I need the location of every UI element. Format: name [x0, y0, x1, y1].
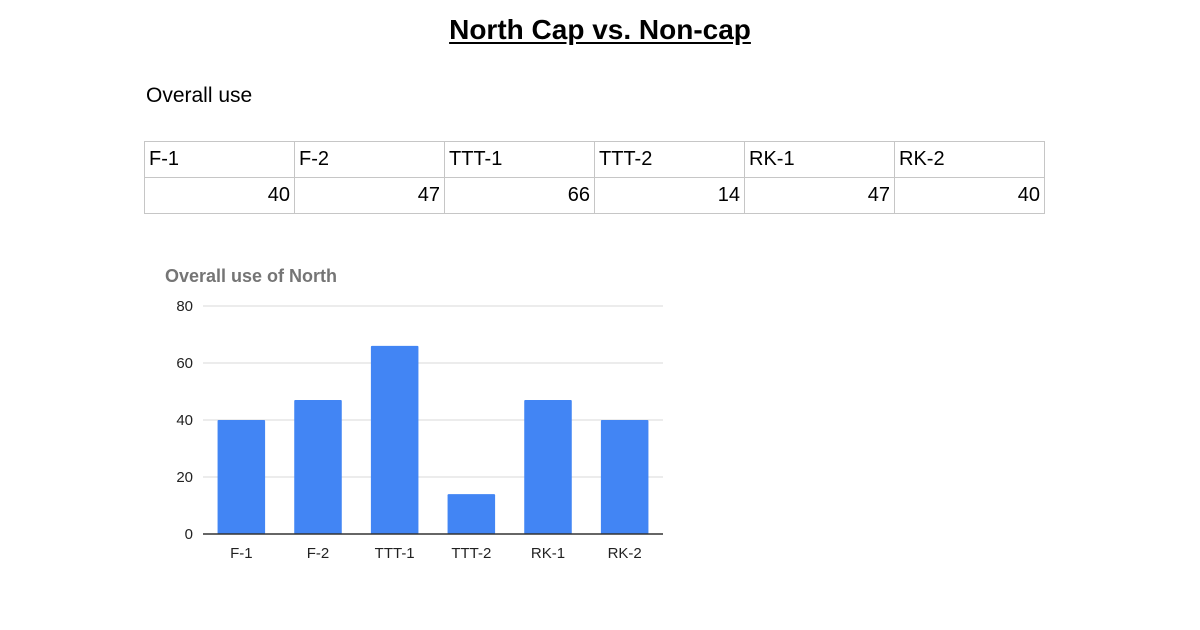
- bar-f-2[interactable]: [294, 400, 342, 534]
- x-tick-label: TTT-1: [375, 545, 415, 562]
- bar-ttt-1[interactable]: [370, 345, 419, 534]
- table-cell[interactable]: 47: [744, 177, 895, 214]
- bar-ttt-2[interactable]: [447, 494, 496, 534]
- bar-rk-1[interactable]: [524, 400, 572, 534]
- table-cell[interactable]: 14: [594, 177, 745, 214]
- y-tick-label: 80: [176, 298, 193, 315]
- y-tick-label: 0: [185, 526, 193, 543]
- chart-title: Overall use of North: [165, 266, 337, 286]
- table-header-cell[interactable]: F-1: [144, 141, 295, 178]
- table-cell[interactable]: 47: [294, 177, 445, 214]
- table-header-cell[interactable]: RK-1: [744, 141, 895, 178]
- table-header-cell[interactable]: F-2: [294, 141, 445, 178]
- table-cell[interactable]: 40: [144, 177, 295, 214]
- x-tick-label: RK-2: [608, 545, 642, 562]
- x-tick-label: TTT-2: [451, 545, 491, 562]
- table-cell[interactable]: 40: [894, 177, 1045, 214]
- data-table: F-1 F-2 TTT-1 TTT-2 RK-1 RK-2 40 47 66 1…: [144, 141, 1045, 214]
- table-header-cell[interactable]: TTT-1: [444, 141, 595, 178]
- table-header-cell[interactable]: TTT-2: [594, 141, 745, 178]
- document-title: North Cap vs. Non-cap: [449, 14, 751, 45]
- chart-svg: Overall use of North 0 20 40 60 80 F-1 F-2 TTT-1…: [165, 266, 663, 562]
- x-tick-label: RK-1: [531, 545, 565, 562]
- bar-f-1[interactable]: [217, 420, 266, 534]
- y-tick-label: 40: [176, 412, 193, 429]
- x-tick-label: F-2: [307, 545, 330, 562]
- table-cell[interactable]: 66: [444, 177, 595, 214]
- y-tick-label: 60: [176, 355, 193, 372]
- bar-chart[interactable]: Overall use of North 0 20 40 60 80 F-1 F-2 TTT-1…: [150, 258, 680, 578]
- table-header-cell[interactable]: RK-2: [894, 141, 1045, 178]
- table-row: 40 47 66 14 47 40: [144, 177, 1045, 214]
- bar-rk-2[interactable]: [600, 420, 649, 534]
- table-header-row: F-1 F-2 TTT-1 TTT-2 RK-1 RK-2: [144, 141, 1045, 178]
- section-heading: Overall use: [146, 84, 253, 107]
- y-tick-label: 20: [176, 469, 193, 486]
- x-tick-label: F-1: [230, 545, 253, 562]
